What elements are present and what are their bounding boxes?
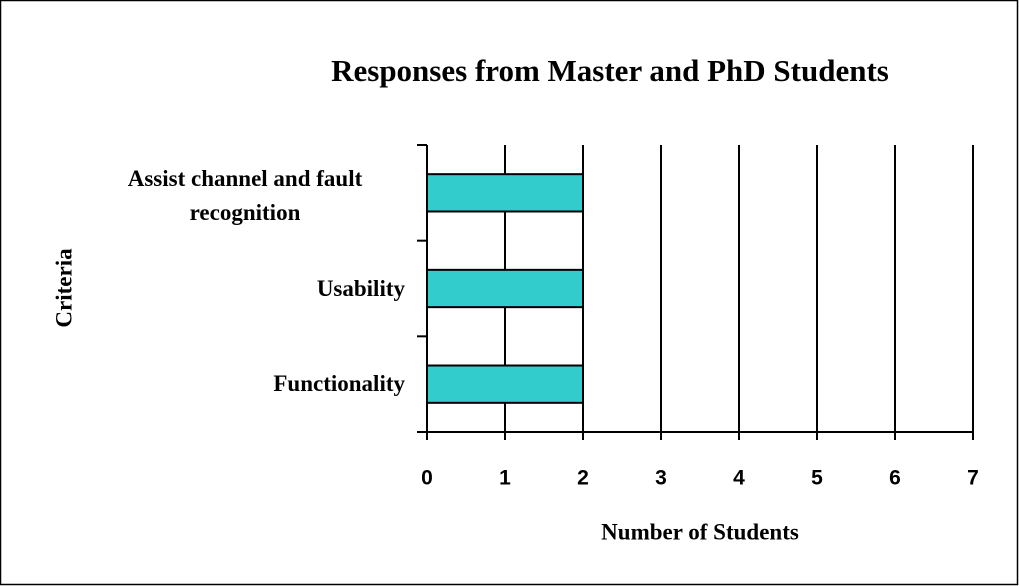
- y-tick-label: Usability: [316, 275, 405, 301]
- x-tick-label: 4: [733, 467, 745, 490]
- bar: [426, 268, 584, 309]
- x-tick-label: 2: [577, 467, 589, 490]
- x-tick-label: 3: [655, 467, 667, 490]
- x-tick-label: 7: [967, 467, 979, 490]
- x-axis-label: Number of Students: [601, 519, 799, 544]
- chart-title: Responses from Master and PhD Students: [331, 53, 889, 88]
- x-tick-label: 6: [889, 467, 901, 490]
- y-axis-label: Criteria: [51, 248, 76, 328]
- x-tick-label: 5: [811, 467, 823, 490]
- bar: [426, 173, 584, 213]
- x-tick-label: 0: [421, 467, 433, 490]
- bar: [426, 364, 584, 404]
- y-tick-label: Functionality: [273, 371, 405, 397]
- x-tick-label: 1: [499, 467, 511, 490]
- y-tick-label: Assist channel and fault recognition: [127, 165, 363, 225]
